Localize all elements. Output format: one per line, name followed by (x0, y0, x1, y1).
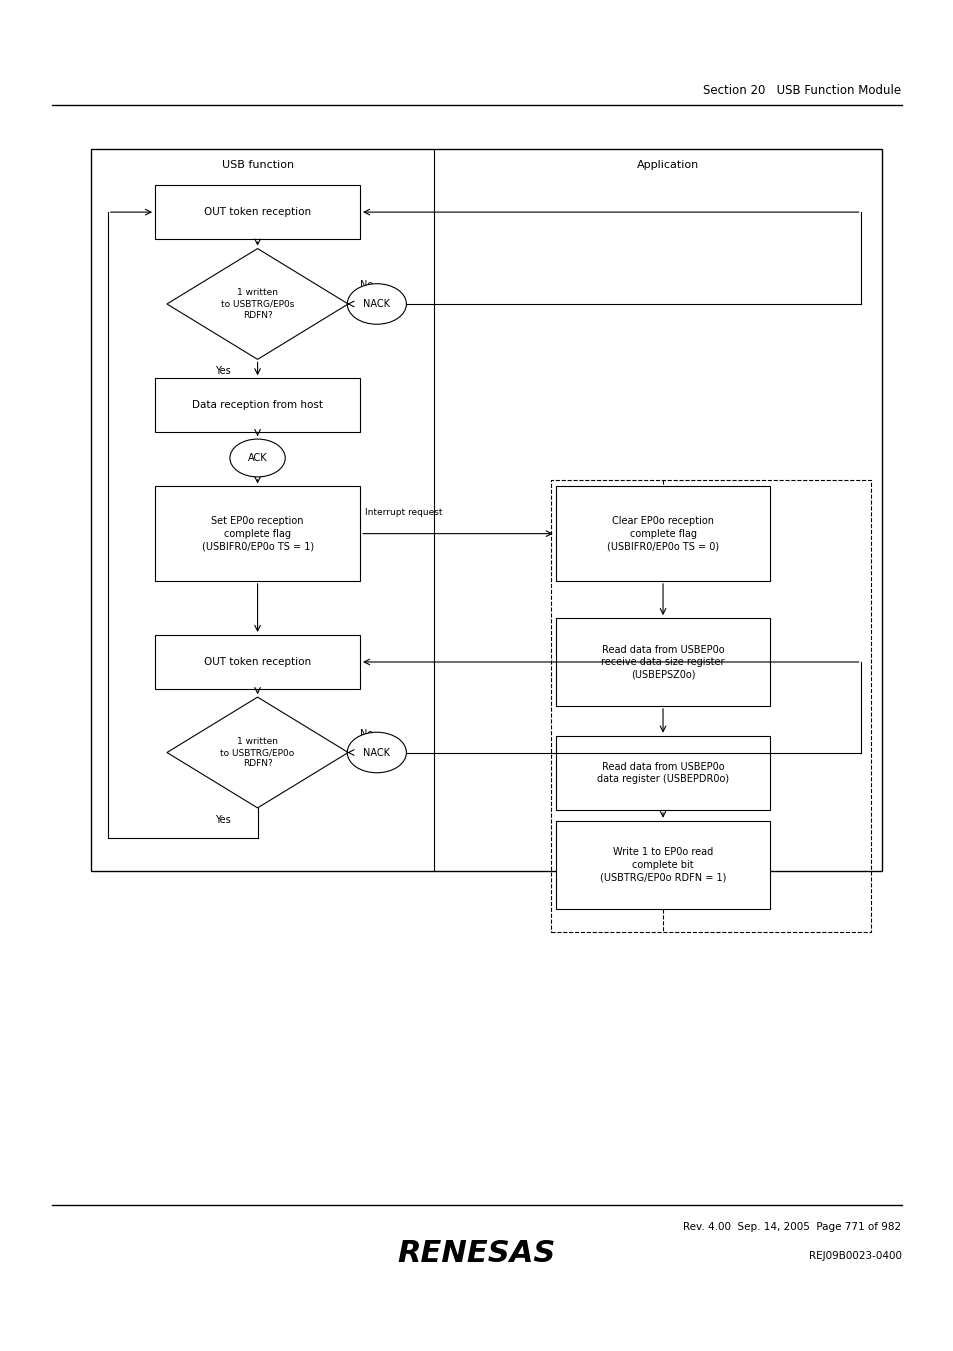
Text: Interrupt request: Interrupt request (364, 508, 442, 517)
Text: Write 1 to EP0o read
complete bit
(USBTRG/EP0o RDFN = 1): Write 1 to EP0o read complete bit (USBTR… (599, 847, 725, 882)
FancyBboxPatch shape (555, 820, 769, 908)
FancyBboxPatch shape (555, 735, 769, 811)
Text: 1 written
to USBTRG/EP0s
RDFN?: 1 written to USBTRG/EP0s RDFN? (221, 288, 294, 320)
Text: NACK: NACK (363, 299, 390, 309)
Polygon shape (167, 249, 348, 359)
Ellipse shape (230, 439, 285, 477)
Text: OUT token reception: OUT token reception (204, 207, 311, 218)
Text: Read data from USBEP0o
data register (USBEPDR0o): Read data from USBEP0o data register (US… (597, 762, 728, 784)
FancyBboxPatch shape (154, 635, 360, 689)
Text: Application: Application (636, 159, 699, 170)
FancyBboxPatch shape (154, 378, 360, 432)
Ellipse shape (347, 732, 406, 773)
FancyBboxPatch shape (555, 619, 769, 705)
Text: RENESAS: RENESAS (397, 1239, 556, 1269)
Text: Yes: Yes (214, 815, 231, 824)
FancyBboxPatch shape (555, 486, 769, 581)
Text: NACK: NACK (363, 747, 390, 758)
Text: Set EP0o reception
complete flag
(USBIFR0/EP0o TS = 1): Set EP0o reception complete flag (USBIFR… (201, 516, 314, 551)
FancyBboxPatch shape (154, 185, 360, 239)
FancyBboxPatch shape (91, 149, 882, 871)
Polygon shape (167, 697, 348, 808)
Ellipse shape (347, 284, 406, 324)
Text: Read data from USBEP0o
receive data size register
(USBEPSZ0o): Read data from USBEP0o receive data size… (600, 644, 724, 680)
Text: No: No (359, 281, 373, 290)
Text: Yes: Yes (214, 366, 231, 376)
FancyBboxPatch shape (154, 486, 360, 581)
Text: 1 written
to USBTRG/EP0o
RDFN?: 1 written to USBTRG/EP0o RDFN? (220, 736, 294, 769)
Text: Rev. 4.00  Sep. 14, 2005  Page 771 of 982: Rev. 4.00 Sep. 14, 2005 Page 771 of 982 (682, 1223, 901, 1232)
Text: Section 20   USB Function Module: Section 20 USB Function Module (702, 84, 901, 97)
Text: Clear EP0o reception
complete flag
(USBIFR0/EP0o TS = 0): Clear EP0o reception complete flag (USBI… (606, 516, 719, 551)
Text: Data reception from host: Data reception from host (192, 400, 323, 411)
Text: USB function: USB function (221, 159, 294, 170)
Text: REJ09B0023-0400: REJ09B0023-0400 (808, 1251, 901, 1260)
Text: No: No (359, 730, 373, 739)
Text: ACK: ACK (248, 453, 267, 463)
Text: OUT token reception: OUT token reception (204, 657, 311, 667)
